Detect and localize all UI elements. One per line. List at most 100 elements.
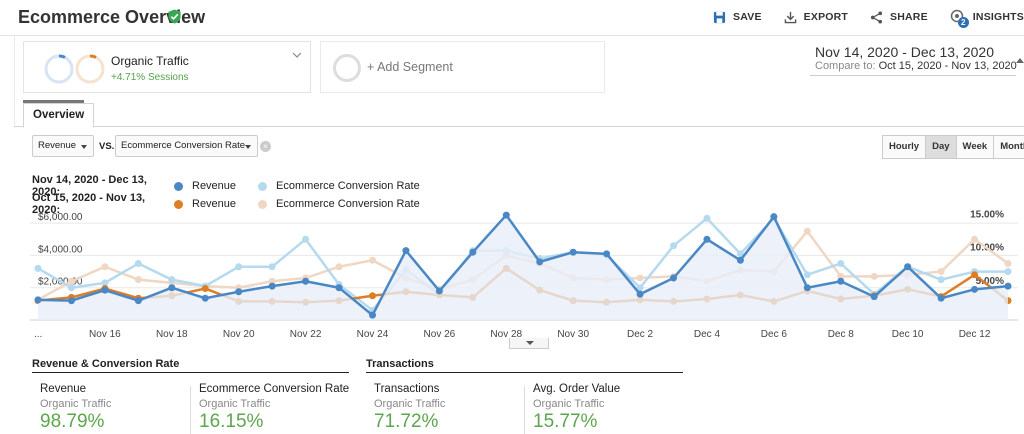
compare-label: Compare to: xyxy=(815,60,876,72)
data-point xyxy=(603,250,611,258)
divider xyxy=(190,386,191,434)
data-point xyxy=(837,260,845,267)
legend-previous-range: Oct 15, 2020 - Nov 13, 2020: xyxy=(32,192,146,216)
y-right-tick-label: 15.00% xyxy=(970,209,1004,220)
add-segment-button[interactable]: + Add Segment xyxy=(320,41,605,93)
data-point xyxy=(67,277,75,285)
data-point xyxy=(235,288,243,296)
legend-previous: Oct 15, 2020 - Nov 13, 2020: Revenue Eco… xyxy=(32,192,442,216)
x-tick-label: Nov 26 xyxy=(424,329,456,340)
data-point xyxy=(268,277,276,285)
metric-segment: Organic Traffic xyxy=(533,398,605,410)
collapse-chart-button[interactable] xyxy=(509,338,549,349)
legend-label: Revenue xyxy=(192,198,237,210)
clear-metric-icon[interactable]: × xyxy=(260,141,271,152)
dropdown-arrow-icon xyxy=(81,145,87,149)
scroll-up-icon[interactable] xyxy=(1016,58,1024,63)
data-point xyxy=(736,256,744,264)
x-tick-label: Nov 28 xyxy=(490,329,522,340)
share-icon xyxy=(870,10,883,24)
revenue-conversion-chart: $6,000.00$4,000.00$2,000.0015.00%10.00%5… xyxy=(30,209,1018,340)
segment-donut-icon xyxy=(44,54,105,84)
x-tick-label: Nov 30 xyxy=(557,329,589,340)
data-point xyxy=(870,293,878,301)
granularity-toggle: Hourly Day Week Month xyxy=(882,135,1024,159)
series-line-current-revenue xyxy=(37,213,1009,318)
export-button[interactable]: EXPORT xyxy=(784,8,848,26)
data-point xyxy=(636,290,644,298)
insights-button[interactable]: 2 INSIGHTS xyxy=(950,8,1024,28)
x-tick-label: Dec 4 xyxy=(694,329,721,340)
chevron-down-icon[interactable] xyxy=(292,50,302,60)
legend-item[interactable]: Revenue xyxy=(174,180,236,192)
legend-item[interactable]: Ecommerce Conversion Rate xyxy=(258,198,420,210)
data-point xyxy=(971,285,979,293)
data-point xyxy=(536,258,544,266)
data-point xyxy=(368,311,376,319)
data-point xyxy=(803,284,811,292)
metric-segment: Organic Traffic xyxy=(40,398,112,410)
legend-item[interactable]: Revenue xyxy=(174,198,236,210)
metric-name: Avg. Order Value xyxy=(533,383,621,395)
data-point xyxy=(803,271,811,279)
date-range[interactable]: Nov 14, 2020 - Dec 13, 2020 xyxy=(815,44,995,60)
page-title: Ecommerce Overview xyxy=(18,7,206,27)
data-point xyxy=(469,248,477,256)
section-revenue-conversion: Revenue & Conversion Rate xyxy=(32,358,349,373)
save-button[interactable]: SAVE xyxy=(713,8,762,26)
granularity-hourly[interactable]: Hourly xyxy=(882,135,927,159)
series-dot-icon xyxy=(174,181,183,191)
metric-conversion-rate[interactable]: Ecommerce Conversion Rate Organic Traffi… xyxy=(199,383,349,434)
legend-current: Nov 14, 2020 - Dec 13, 2020: Revenue Eco… xyxy=(32,174,442,198)
legend-label: Revenue xyxy=(192,180,237,192)
x-tick-label: Dec 12 xyxy=(959,329,991,340)
data-point xyxy=(101,263,109,271)
metric1-select[interactable]: Revenue xyxy=(32,135,94,157)
data-point xyxy=(904,263,912,271)
data-point xyxy=(101,279,109,287)
data-point xyxy=(569,248,577,256)
x-tick-label: Nov 18 xyxy=(156,329,188,340)
metric2-label: Ecommerce Conversion Rate xyxy=(121,140,246,151)
granularity-day[interactable]: Day xyxy=(925,135,957,159)
data-point xyxy=(201,285,209,293)
metric-avg-order-value[interactable]: Avg. Order Value Organic Traffic 15.77% xyxy=(533,383,620,434)
metric2-select[interactable]: Ecommerce Conversion Rate xyxy=(115,135,258,157)
granularity-week[interactable]: Week xyxy=(955,135,995,159)
segment-organic-traffic[interactable]: Organic Traffic +4.71% Sessions xyxy=(23,41,311,93)
data-point xyxy=(971,235,979,243)
divider xyxy=(524,386,525,434)
data-point xyxy=(368,292,376,300)
metric-name: Ecommerce Conversion Rate xyxy=(199,383,350,395)
revenue-area xyxy=(38,215,1008,320)
verified-shield-icon xyxy=(168,9,181,24)
data-point xyxy=(770,213,778,221)
granularity-month[interactable]: Month xyxy=(993,135,1024,159)
insights-badge: 2 xyxy=(957,17,969,28)
metric-transactions[interactable]: Transactions Organic Traffic 71.72% xyxy=(374,383,445,434)
data-point xyxy=(971,271,979,279)
x-tick-label: Nov 24 xyxy=(357,329,389,340)
insights-label: INSIGHTS xyxy=(972,11,1024,23)
legend-item[interactable]: Ecommerce Conversion Rate xyxy=(258,180,420,192)
series-dot-icon xyxy=(258,181,268,191)
metric-value: 15.77% xyxy=(533,411,598,432)
share-button[interactable]: SHARE xyxy=(870,8,928,26)
data-point xyxy=(268,263,276,271)
metric-revenue[interactable]: Revenue Organic Traffic 98.79% xyxy=(40,383,111,434)
data-point xyxy=(703,235,711,243)
data-point xyxy=(134,276,142,284)
data-point xyxy=(101,286,109,294)
tab-overview[interactable]: Overview xyxy=(23,103,95,128)
series-dot-icon xyxy=(258,199,268,209)
metric-segment: Organic Traffic xyxy=(199,398,271,410)
x-tick-label: Nov 20 xyxy=(223,329,255,340)
data-point xyxy=(134,297,142,305)
data-point xyxy=(268,282,276,290)
data-point xyxy=(1004,282,1012,290)
metric-name: Transactions xyxy=(374,383,440,395)
export-icon xyxy=(784,11,796,23)
vs-label: VS. xyxy=(99,141,115,152)
compare-range[interactable]: Compare to: Oct 15, 2020 - Nov 13, 2020 xyxy=(815,60,1017,72)
data-point xyxy=(502,211,510,219)
